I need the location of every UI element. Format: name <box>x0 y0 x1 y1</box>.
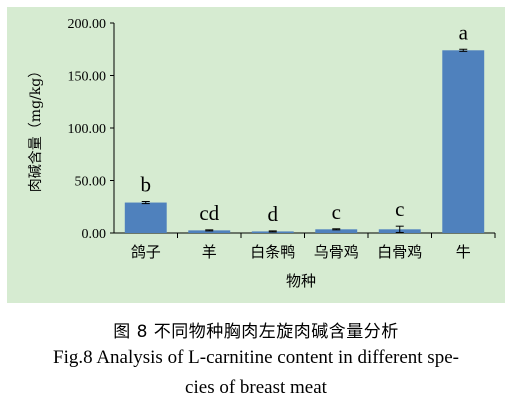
figure-caption-english-line2: cies of breast meat <box>185 377 327 398</box>
figure-caption-english-line1: Fig.8 Analysis of L-carnitine content in… <box>53 347 459 368</box>
bars: b cd d c c a <box>124 20 485 233</box>
significance-label: b <box>141 173 152 197</box>
y-tick-label: 50.00 <box>75 175 107 190</box>
significance-label: c <box>332 200 341 224</box>
bar <box>315 229 358 233</box>
x-axis-label: 物种 <box>286 272 316 290</box>
y-tick-label: 200.00 <box>68 17 107 32</box>
significance-label: d <box>268 202 279 226</box>
significance-label: a <box>459 20 469 44</box>
axes: 0.00 50.00 100.00 150.00 200.00 鸽子 羊 白条鸭 乌骨鸡 白骨鸡 牛 <box>68 17 496 261</box>
x-tick-label: 白骨鸡 <box>377 243 422 261</box>
x-tick-label: 乌骨鸡 <box>314 243 359 261</box>
x-tick-label: 牛 <box>456 243 471 261</box>
x-tick-label: 白条鸭 <box>250 243 295 261</box>
y-tick-label: 150.00 <box>68 70 107 85</box>
y-axis-label: 肉碱含量（mg/kg） <box>28 64 44 192</box>
bar <box>442 50 485 233</box>
significance-label: c <box>395 197 404 221</box>
y-tick-label: 0.00 <box>82 227 107 242</box>
x-tick-label: 羊 <box>202 243 217 261</box>
significance-label: cd <box>199 201 219 225</box>
y-tick-label: 100.00 <box>68 122 107 137</box>
bar-chart: 肉碱含量（mg/kg） 物种 0.00 50.00 100.00 150.00 200.… <box>28 17 496 290</box>
chart-panel: 肉碱含量（mg/kg） 物种 0.00 50.00 100.00 150.00 200.… <box>7 7 505 303</box>
figure-caption-chinese: 图 8 不同物种胸肉左旋肉碱含量分析 <box>113 322 399 342</box>
bar <box>188 230 231 233</box>
x-tick-label: 鸽子 <box>131 243 161 261</box>
bar <box>124 202 167 233</box>
